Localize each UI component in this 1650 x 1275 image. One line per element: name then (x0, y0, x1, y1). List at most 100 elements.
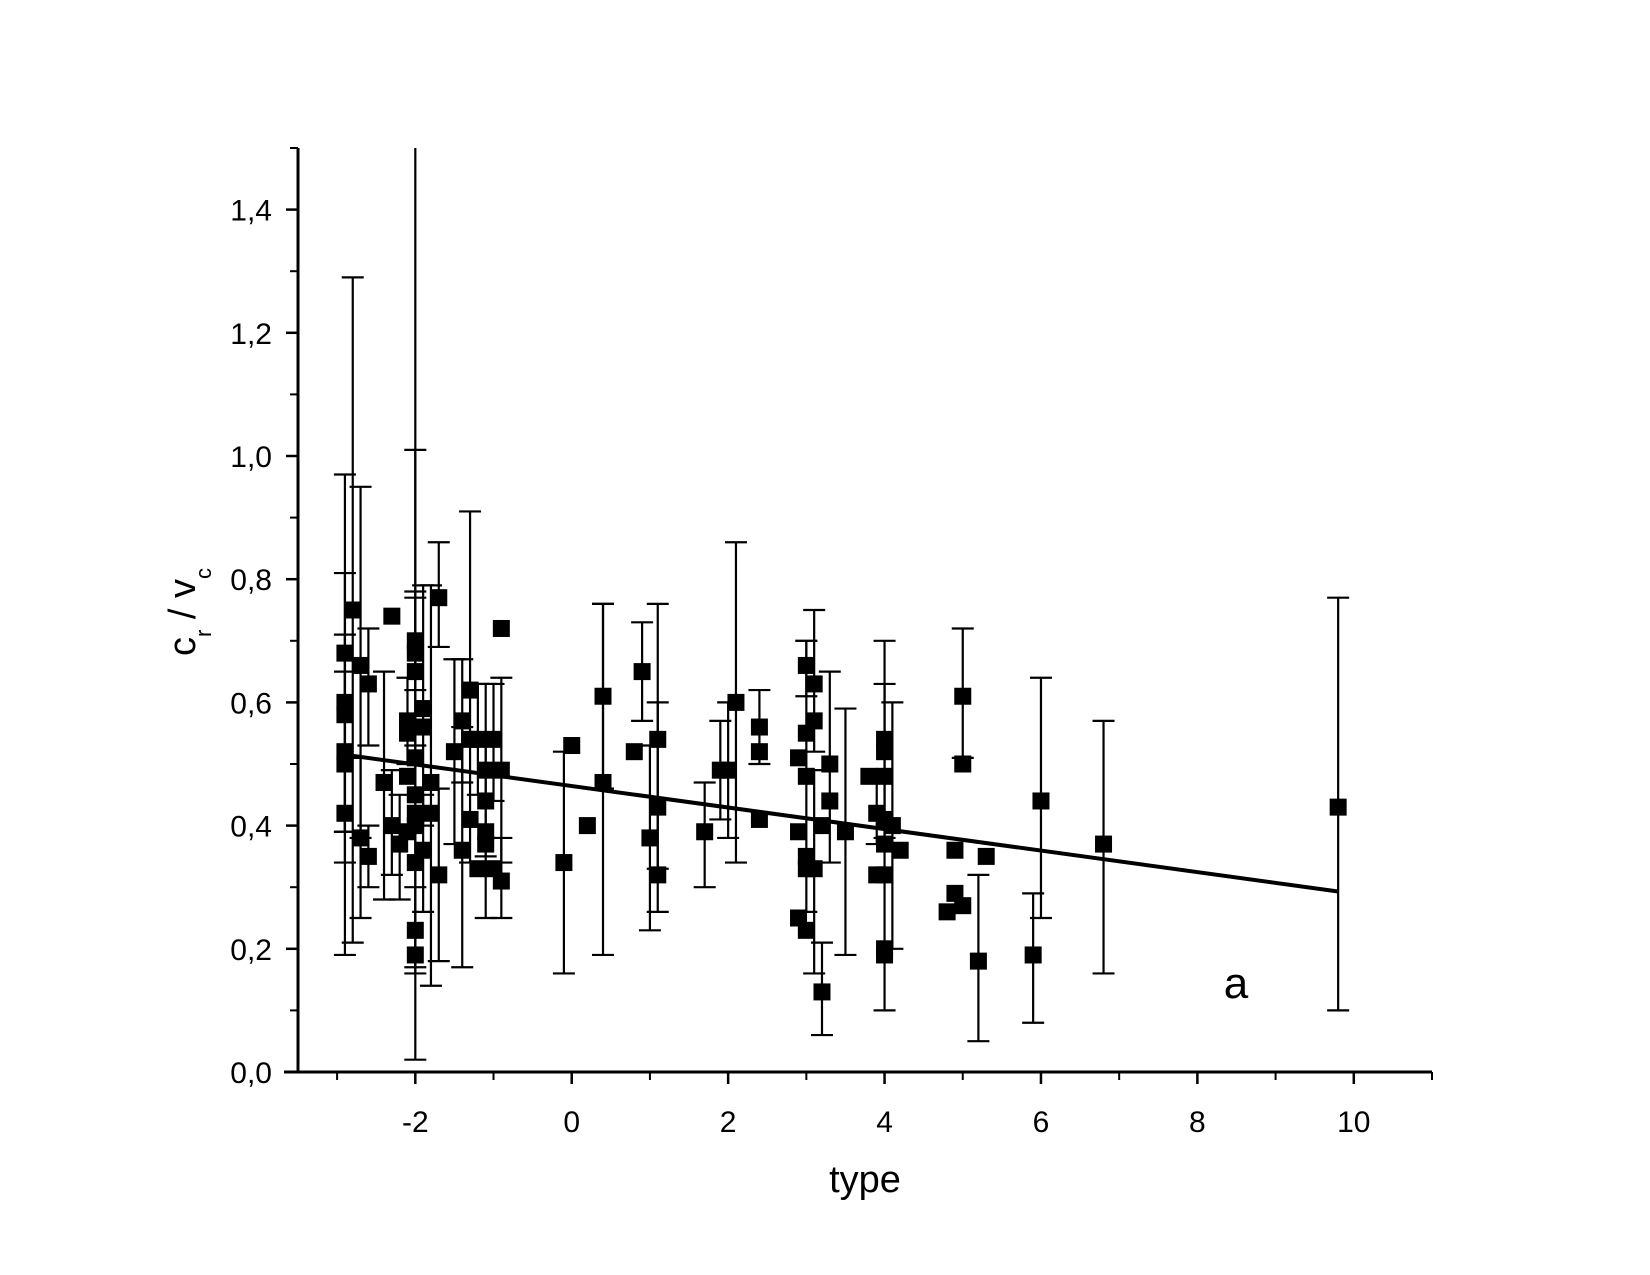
data-point (696, 823, 714, 841)
data-point (649, 798, 667, 816)
data-point (1032, 792, 1050, 810)
data-point (406, 946, 424, 964)
data-point (430, 866, 448, 884)
data-point (876, 866, 894, 884)
data-point (876, 946, 894, 964)
y-tick-label: 0,0 (230, 1057, 272, 1090)
data-point (352, 656, 370, 674)
data-point (954, 687, 972, 705)
data-point (477, 835, 495, 853)
data-point (954, 755, 972, 773)
data-point (633, 663, 651, 681)
x-tick-label: 2 (720, 1106, 737, 1139)
data-point (492, 872, 510, 890)
data-point (1095, 835, 1113, 853)
y-axis-title-sub-c: c (191, 568, 216, 579)
data-point (406, 786, 424, 804)
data-point (938, 903, 956, 921)
data-point (954, 897, 972, 915)
y-tick-label: 0,8 (230, 564, 272, 597)
x-tick-label: 0 (563, 1106, 580, 1139)
y-axis-title-c: c (162, 637, 204, 656)
y-ticks: 0,0 0,2 0,4 0,6 0,8 1,0 1,2 1,4 (230, 147, 298, 1090)
data-point (641, 829, 659, 847)
data-point (344, 601, 362, 619)
data-point (445, 743, 463, 761)
data-point (805, 712, 823, 730)
data-point (555, 854, 573, 872)
data-point (422, 773, 440, 791)
data-point (797, 656, 815, 674)
axes (284, 148, 1432, 1074)
y-tick-label: 0,4 (230, 811, 272, 844)
data-point (469, 730, 487, 748)
data-point (336, 706, 354, 724)
data-point (797, 767, 815, 785)
data-point (813, 983, 831, 1001)
x-tick-label: -2 (402, 1106, 429, 1139)
data-point (578, 817, 596, 835)
data-point (594, 773, 612, 791)
y-tick-label: 0,6 (230, 687, 272, 720)
y-axis-title: cr / vc (162, 568, 216, 656)
data-point (414, 841, 432, 859)
data-point (422, 804, 440, 822)
x-tick-label: 4 (876, 1106, 893, 1139)
data-point (946, 841, 964, 859)
y-tick-label: 1,2 (230, 318, 272, 351)
data-point (477, 792, 495, 810)
data-point (430, 589, 448, 607)
data-point (805, 675, 823, 693)
x-tick-label: 8 (1189, 1106, 1206, 1139)
data-point (876, 835, 894, 853)
regression-line (344, 752, 1339, 894)
error-bars (333, 148, 1350, 1061)
data-point (406, 817, 424, 835)
data-point (414, 718, 432, 736)
data-point (359, 847, 377, 865)
data-point (891, 841, 909, 859)
data-point (625, 743, 643, 761)
y-tick-label: 1,0 (230, 441, 272, 474)
data-point (750, 743, 768, 761)
data-point (359, 675, 377, 693)
y-axis-title-slash-v: / v (162, 579, 204, 630)
data-point (719, 761, 737, 779)
panel-label: a (1224, 959, 1249, 1008)
data-point (790, 823, 808, 841)
data-point (375, 773, 393, 791)
x-axis-title: type (829, 1159, 901, 1201)
y-axis-title-sub-r: r (191, 630, 216, 637)
data-point (492, 619, 510, 637)
data-point (398, 767, 416, 785)
data-point (649, 730, 667, 748)
data-point (461, 681, 479, 699)
data-point (336, 755, 354, 773)
data-point (649, 866, 667, 884)
data-point (406, 644, 424, 662)
x-tick-label: 10 (1337, 1106, 1370, 1139)
data-points (336, 589, 1347, 1001)
data-point (1024, 946, 1042, 964)
data-point (414, 700, 432, 718)
x-tick-label: 6 (1033, 1106, 1050, 1139)
data-point (469, 860, 487, 878)
data-point (805, 860, 823, 878)
x-ticks: -2 0 2 4 6 8 10 (336, 1072, 1433, 1139)
data-point (750, 718, 768, 736)
data-point (594, 687, 612, 705)
data-point (969, 952, 987, 970)
data-point (790, 749, 808, 767)
data-point (461, 810, 479, 828)
data-point (797, 921, 815, 939)
data-point (821, 792, 839, 810)
data-point (398, 724, 416, 742)
data-point (453, 712, 471, 730)
y-tick-label: 0,2 (230, 934, 272, 967)
data-point (563, 737, 581, 755)
data-point (485, 730, 503, 748)
data-point (821, 755, 839, 773)
fit-line (344, 752, 1339, 894)
data-point (336, 804, 354, 822)
